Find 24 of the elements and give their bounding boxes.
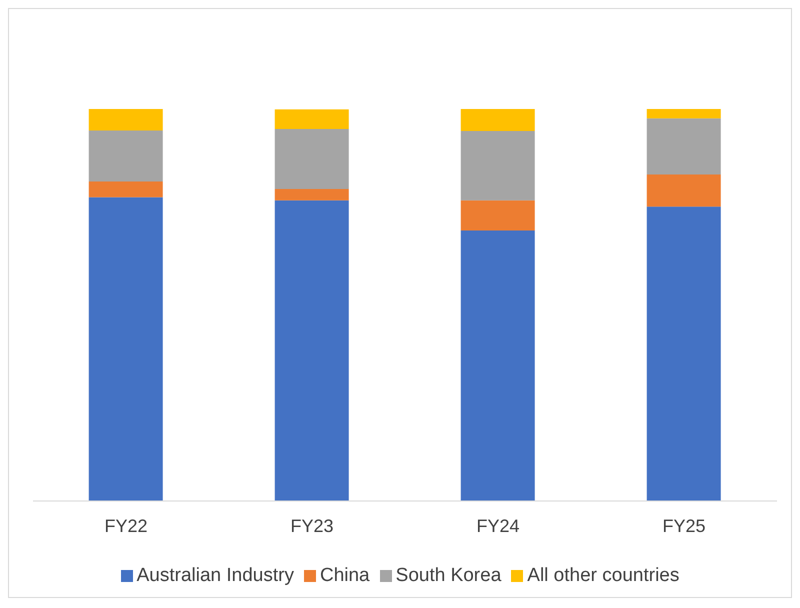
bar	[646, 206, 721, 501]
bar	[88, 109, 163, 131]
bar	[88, 182, 163, 198]
bar	[88, 130, 163, 182]
bar	[274, 200, 349, 501]
x-tick-label: FY22	[104, 516, 148, 536]
bar	[88, 197, 163, 501]
x-tick-label: FY23	[290, 516, 334, 536]
x-tick-label: FY24	[476, 516, 520, 536]
bar	[460, 130, 535, 200]
legend-label: All other countries	[527, 565, 680, 586]
bar	[274, 109, 349, 129]
bar	[646, 109, 721, 118]
bar	[460, 200, 535, 231]
x-tick-label: FY25	[662, 516, 706, 536]
bar	[646, 118, 721, 174]
legend-label: South Korea	[396, 565, 502, 586]
bar	[460, 109, 535, 131]
bar	[274, 188, 349, 200]
bar	[460, 230, 535, 501]
legend-label: China	[320, 565, 370, 586]
bar	[274, 128, 349, 189]
legend-label: Australian Industry	[136, 565, 294, 586]
bar	[646, 174, 721, 207]
